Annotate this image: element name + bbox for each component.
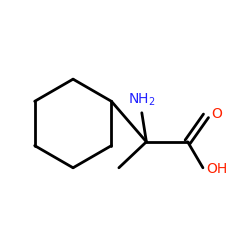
Text: OH: OH: [206, 162, 228, 176]
Text: O: O: [212, 107, 222, 121]
Text: NH$_2$: NH$_2$: [128, 91, 156, 108]
